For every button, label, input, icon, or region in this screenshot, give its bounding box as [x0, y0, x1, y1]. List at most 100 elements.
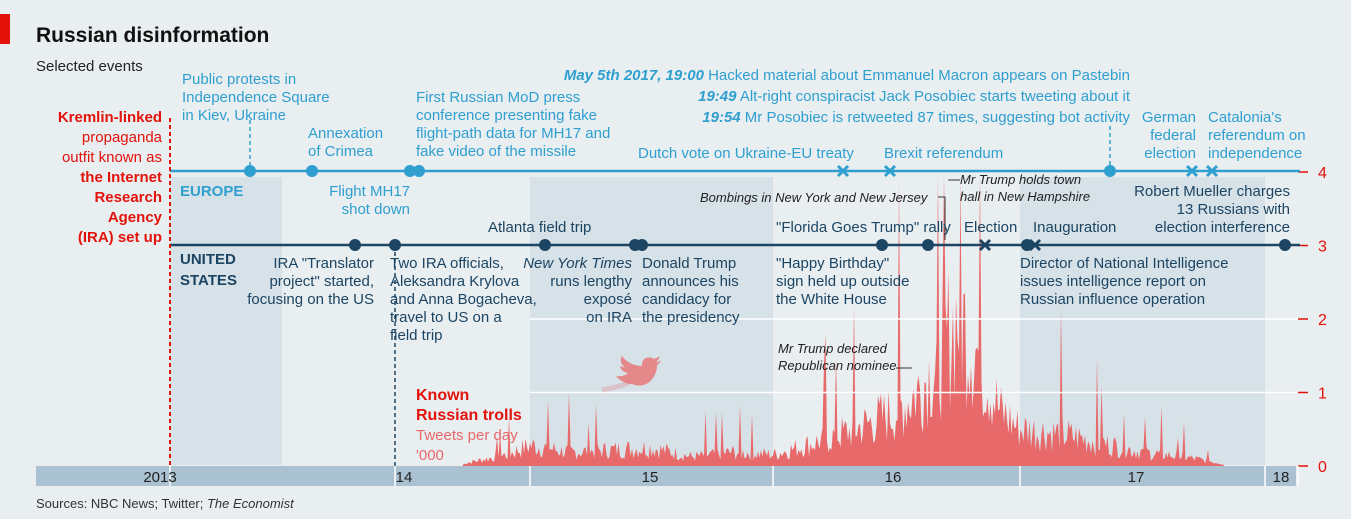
us-event-7-line-0: Election — [964, 219, 1017, 236]
twitter-bird-icon — [601, 356, 661, 393]
catalonia-marker-stroke-b — [1205, 164, 1219, 178]
protests-marker — [244, 165, 256, 177]
nominee-note-line-0: Mr Trump declared — [778, 341, 888, 356]
europe-event-1-line-0: Annexation — [308, 125, 383, 142]
sources-note: Sources: NBC News; Twitter; The Economis… — [36, 496, 294, 511]
election-marker-stroke-b — [978, 238, 992, 252]
us-event-4-line-2: candidacy for — [642, 291, 731, 308]
macron-note-text: Mr Posobiec is retweeted 87 times, sugge… — [741, 109, 1131, 126]
x-tick-label: 17 — [1128, 469, 1145, 486]
election-marker — [978, 238, 992, 252]
us-event-6-line-2: the White House — [776, 291, 887, 308]
sources-italic: The Economist — [206, 496, 294, 511]
mod-marker — [413, 165, 425, 177]
us-event-1-line-0: Two IRA officials, — [390, 255, 504, 272]
europe-event-3-line-0: First Russian MoD press — [416, 89, 580, 106]
ira-note-line-5: Agency — [108, 209, 163, 226]
us-row-label-2: STATES — [180, 272, 237, 289]
mueller-marker — [1279, 239, 1291, 251]
sources-prefix: Sources: NBC News; Twitter; — [36, 496, 207, 511]
x-tick-label: 15 — [642, 469, 659, 486]
bombings-note-line-0: Bombings in New York and New Jersey — [700, 190, 929, 205]
x-tick-label: 2013 — [143, 469, 176, 486]
german-election-marker-stroke-b — [1185, 164, 1199, 178]
europe-event-1-line-1: of Crimea — [308, 143, 374, 160]
town-hall-note-line-0: Mr Trump holds town — [960, 172, 1081, 187]
town-hall-note-line-1: hall in New Hampshire — [960, 189, 1090, 204]
birthday-sign-marker — [922, 239, 934, 251]
red-accent-bar — [0, 14, 10, 44]
us-event-3-line-1: runs lengthy — [550, 273, 632, 290]
europe-event-8-line-2: independence — [1208, 145, 1302, 162]
chart-subtitle: Selected events — [36, 58, 143, 75]
us-event-3-line-2: exposé — [584, 291, 632, 308]
nominee-note-line-1: Republican nominee — [778, 358, 897, 373]
x-tick-label: 16 — [885, 469, 902, 486]
twitter-bird-trail — [601, 379, 632, 393]
us-event-4-line-3: the presidency — [642, 309, 740, 326]
us-event-4-line-0: Donald Trump — [642, 255, 736, 272]
trolls-label-1: Known — [416, 387, 469, 404]
us-event-5-line-0: "Florida Goes Trump" rally — [776, 219, 951, 236]
us-event-1-line-1: Aleksandra Krylova — [390, 273, 520, 290]
trolls-label-2: Russian trolls — [416, 407, 522, 424]
atlanta-marker — [539, 239, 551, 251]
ira-note-line-4: Research — [94, 189, 162, 206]
us-event-8-line-0: Inauguration — [1033, 219, 1116, 236]
us-event-3-line-3: on IRA — [586, 309, 632, 326]
us-event-1-line-3: travel to US on a — [390, 309, 502, 326]
europe-event-0-line-1: Independence Square — [182, 89, 330, 106]
mh17-marker — [404, 165, 416, 177]
ira-note-line-6: (IRA) set up — [78, 229, 162, 246]
dni-report-marker — [1021, 239, 1033, 251]
europe-row-label: EUROPE — [180, 183, 243, 200]
us-event-6-line-1: sign held up outside — [776, 273, 909, 290]
europe-event-8-line-0: Catalonia's — [1208, 109, 1282, 126]
florida-rally-marker — [876, 239, 888, 251]
europe-event-3-line-2: flight-path data for MH17 and — [416, 125, 610, 142]
europe-event-3-line-1: conference presenting fake — [416, 107, 597, 124]
y-tick-label: 3 — [1318, 239, 1327, 256]
macron-note-time: 19:54 — [702, 109, 741, 126]
mueller-note-line-2: election interference — [1155, 219, 1290, 236]
europe-event-8-line-1: referendum on — [1208, 127, 1306, 144]
year-band-1 — [530, 177, 773, 465]
chart-title: Russian disinformation — [36, 24, 270, 47]
german-election-marker — [1185, 164, 1199, 178]
macron-note-2: 19:54 Mr Posobiec is retweeted 87 times,… — [702, 109, 1130, 126]
dutch-vote-marker-stroke-b — [836, 164, 850, 178]
catalonia-marker — [1205, 164, 1219, 178]
year-bands — [170, 177, 1265, 465]
europe-event-0-line-0: Public protests in — [182, 71, 296, 88]
europe-event-0-line-2: in Kiev, Ukraine — [182, 107, 286, 124]
crimea-marker — [306, 165, 318, 177]
mueller-note-line-0: Robert Mueller charges — [1134, 183, 1290, 200]
brexit-marker — [883, 164, 897, 178]
annotations: EUROPE UNITED STATES Kremlin-linked propagan… — [58, 67, 1306, 464]
x-tick-label: 14 — [396, 469, 413, 486]
macron-note-1: 19:49 Alt-right conspiracist Jack Posobi… — [698, 88, 1131, 105]
europe-event-5-line-0: Brexit referendum — [884, 145, 1003, 162]
event-markers — [244, 164, 1291, 252]
us-event-1-line-4: field trip — [390, 327, 443, 344]
trump-announce-marker — [636, 239, 648, 251]
us-event-0-line-0: IRA "Translator — [273, 255, 374, 272]
europe-event-2-line-1: shot down — [342, 201, 410, 218]
bombings-connector — [938, 196, 946, 240]
us-event-9-line-0: Director of National Intelligence — [1020, 255, 1228, 272]
ira-note-line-3: the Internet — [80, 169, 162, 186]
macron-marker — [1104, 165, 1116, 177]
field-trip-marker — [389, 239, 401, 251]
macron-note-0: May 5th 2017, 19:00 Hacked material abou… — [564, 67, 1130, 84]
us-event-9-line-1: issues intelligence report on — [1020, 273, 1206, 290]
y-gridlines: 0 1 2 3 4 — [530, 165, 1327, 476]
ira-note-line-1: propaganda — [82, 129, 163, 146]
macron-note-text: Hacked material about Emmanuel Macron ap… — [704, 67, 1130, 84]
ira-note-line-0: Kremlin-linked — [58, 109, 162, 126]
x-axis-bar — [36, 466, 1296, 486]
us-event-0-line-2: focusing on the US — [247, 291, 374, 308]
europe-event-3-line-3: fake video of the missile — [416, 143, 576, 160]
macron-note-time: May 5th 2017, 19:00 — [564, 67, 705, 84]
y-tick-label: 4 — [1318, 165, 1327, 182]
